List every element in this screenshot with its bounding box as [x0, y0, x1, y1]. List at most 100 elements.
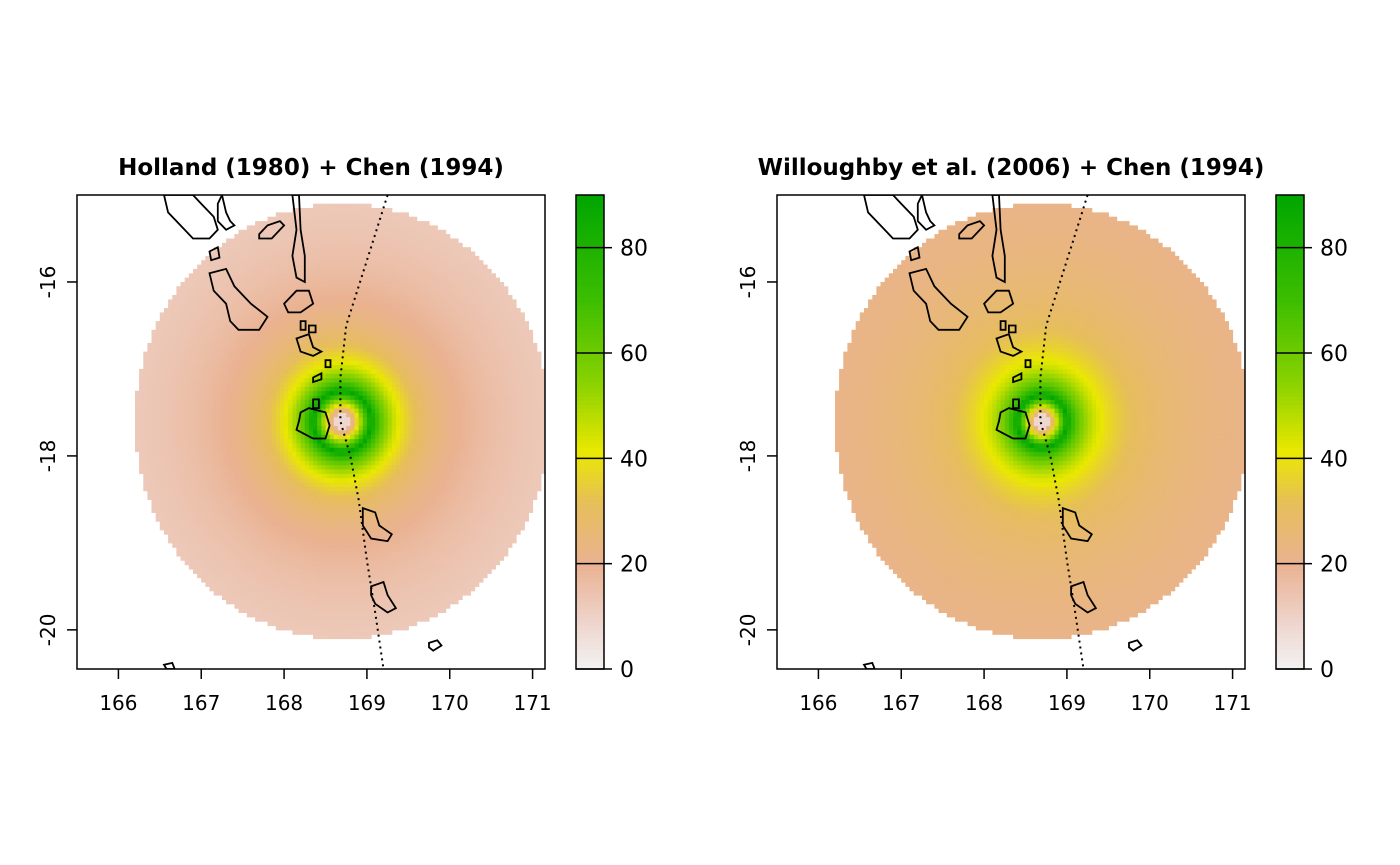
wind-cell	[238, 429, 244, 435]
wind-cell	[275, 395, 281, 400]
wind-cell	[217, 338, 223, 344]
wind-cell	[238, 455, 244, 461]
wind-cell	[255, 412, 260, 418]
wind-cell	[201, 277, 206, 283]
wind-cell	[362, 438, 368, 444]
wind-cell	[313, 469, 318, 474]
wind-cell	[151, 460, 157, 466]
wind-cell	[304, 547, 310, 553]
wind-cell	[379, 499, 384, 505]
wind-cell	[337, 321, 343, 326]
wind-cell	[354, 316, 360, 322]
wind-cell	[222, 473, 227, 479]
wind-cell	[354, 342, 360, 348]
wind-cell	[255, 551, 260, 557]
wind-cell	[180, 425, 186, 431]
wind-cell	[329, 308, 335, 313]
wind-cell	[209, 355, 215, 361]
wind-cell	[172, 386, 177, 392]
wind-cell	[172, 525, 177, 531]
wind-cell	[317, 338, 322, 344]
wind-cell	[267, 373, 273, 379]
wind-cell	[333, 569, 339, 574]
wind-cell	[205, 429, 211, 435]
wind-cell	[234, 555, 240, 561]
wind-cell	[366, 434, 372, 440]
wind-cell	[346, 303, 351, 309]
wind-cell	[284, 460, 289, 466]
wind-cell	[275, 438, 281, 444]
wind-cell	[350, 412, 355, 418]
wind-cell	[337, 547, 343, 553]
wind-cell	[250, 282, 256, 287]
wind-cell	[197, 321, 202, 326]
wind-cell	[139, 403, 144, 409]
wind-cell	[164, 447, 169, 453]
wind-cell	[242, 242, 248, 248]
wind-cell	[267, 329, 273, 335]
wind-cell	[313, 573, 318, 579]
wind-cell	[147, 442, 153, 448]
wind-cell	[342, 334, 347, 340]
wind-cell	[342, 321, 347, 326]
wind-cell	[184, 347, 190, 353]
wind-cell	[172, 529, 177, 535]
wind-cell	[346, 338, 351, 344]
wind-cell	[250, 469, 256, 474]
wind-cell	[201, 373, 206, 379]
wind-cell	[292, 295, 298, 300]
wind-cell	[193, 403, 198, 409]
wind-cell	[317, 312, 322, 318]
wind-cell	[238, 569, 244, 574]
wind-cell	[337, 447, 343, 453]
wind-cell	[329, 451, 335, 457]
wind-cell	[296, 569, 302, 574]
wind-cell	[267, 325, 273, 331]
wind-cell	[230, 438, 235, 444]
wind-cell	[193, 564, 198, 570]
wind-cell	[226, 438, 231, 444]
wind-cell	[317, 525, 322, 531]
wind-cell	[362, 342, 368, 348]
wind-cell	[226, 573, 231, 579]
wind-cell	[354, 242, 360, 248]
wind-cell	[317, 282, 322, 287]
wind-cell	[333, 364, 339, 370]
wind-cell	[230, 299, 235, 305]
wind-cell	[292, 595, 298, 600]
wind-cell	[255, 382, 260, 387]
wind-cell	[300, 347, 306, 353]
wind-cell	[313, 555, 318, 561]
wind-cell	[267, 408, 273, 413]
wind-cell	[226, 473, 231, 479]
wind-cell	[197, 290, 202, 296]
wind-cell	[325, 629, 331, 635]
wind-cell	[164, 434, 169, 440]
wind-cell	[317, 325, 322, 331]
wind-cell	[271, 551, 277, 557]
wind-cell	[230, 499, 235, 505]
wind-cell	[321, 516, 327, 522]
wind-cell	[234, 321, 240, 326]
wind-cell	[271, 268, 277, 274]
wind-cell	[201, 577, 206, 583]
wind-cell	[226, 516, 231, 522]
wind-cell	[180, 429, 186, 435]
wind-cell	[250, 403, 256, 409]
wind-cell	[308, 390, 314, 396]
wind-cell	[321, 564, 327, 570]
wind-cell	[180, 303, 186, 309]
wind-cell	[230, 347, 235, 353]
wind-cell	[238, 408, 244, 413]
wind-cell	[255, 438, 260, 444]
wind-cell	[222, 277, 227, 283]
wind-cell	[275, 421, 281, 426]
wind-cell	[342, 403, 347, 409]
wind-cell	[292, 386, 298, 392]
wind-cell	[329, 490, 335, 496]
wind-cell	[275, 582, 281, 587]
wind-cell	[317, 229, 322, 235]
wind-cell	[325, 412, 331, 418]
wind-cell	[375, 490, 380, 496]
wind-cell	[284, 551, 289, 557]
